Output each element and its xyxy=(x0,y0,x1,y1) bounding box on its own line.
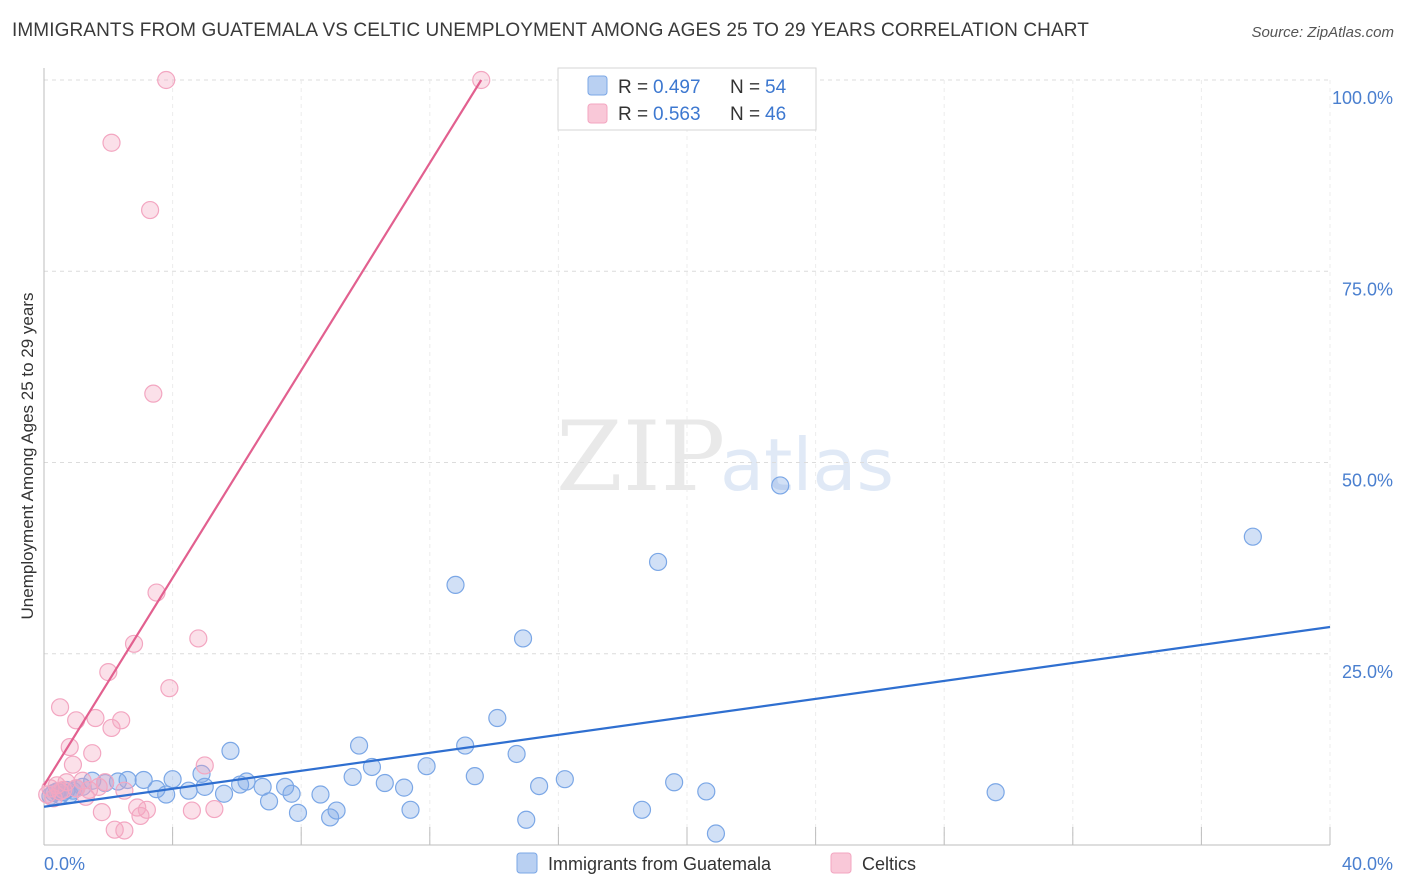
point-celtics xyxy=(112,711,131,730)
series-legend-swatch-guatemala xyxy=(516,852,538,874)
point-celtics xyxy=(157,70,176,90)
x-tick-labels: 0.0% 40.0% xyxy=(44,854,1393,874)
point-celtics xyxy=(105,820,124,839)
point-guatemala xyxy=(288,803,308,822)
point-celtics xyxy=(144,384,163,403)
y-tick-label: 50.0% xyxy=(1342,471,1393,491)
series-legend-swatch-celtics xyxy=(830,852,852,874)
gridlines xyxy=(43,79,1331,845)
point-celtics xyxy=(63,755,83,774)
point-guatemala xyxy=(417,757,436,776)
legend-n-label-celtics: N = xyxy=(730,104,760,125)
point-guatemala xyxy=(488,708,507,728)
point-celtics xyxy=(50,698,70,717)
point-guatemala xyxy=(456,736,475,755)
point-guatemala xyxy=(507,744,526,764)
point-celtics xyxy=(95,773,115,792)
legend-n-value-celtics: 46 xyxy=(765,104,786,125)
point-celtics xyxy=(89,777,108,796)
point-guatemala xyxy=(321,808,340,827)
point-celtics xyxy=(189,629,208,648)
stats-legend: R = 0.497 N = 54 R = 0.563 N = 46 xyxy=(557,67,817,131)
point-celtics xyxy=(67,711,86,730)
point-guatemala xyxy=(465,767,484,786)
point-celtics xyxy=(182,801,201,820)
legend-r-value-celtics: 0.563 xyxy=(653,104,701,125)
point-guatemala xyxy=(276,777,295,796)
point-guatemala xyxy=(349,736,369,755)
point-guatemala xyxy=(401,800,420,819)
point-guatemala xyxy=(530,776,549,796)
point-celtics xyxy=(102,718,121,738)
point-celtics xyxy=(115,821,134,840)
trend-line-celtics xyxy=(43,79,483,786)
point-celtics xyxy=(195,756,214,775)
legend-n-value-guatemala: 54 xyxy=(765,77,787,98)
point-guatemala xyxy=(706,824,726,843)
point-guatemala xyxy=(632,800,652,819)
point-guatemala xyxy=(311,785,330,804)
point-guatemala xyxy=(394,778,414,797)
watermark: ZIP atlas xyxy=(556,401,894,513)
y-tick-label: 100.0% xyxy=(1332,88,1393,108)
point-guatemala xyxy=(134,770,153,790)
point-guatemala xyxy=(555,770,574,789)
point-guatemala xyxy=(771,476,790,495)
watermark-atlas: atlas xyxy=(720,423,894,507)
legend-r-label-celtics: R = xyxy=(618,104,648,125)
point-guatemala xyxy=(375,773,394,793)
legend-r-label-guatemala: R = xyxy=(618,77,648,98)
legend-n-label-guatemala: N = xyxy=(730,77,760,98)
y-tick-label: 25.0% xyxy=(1342,662,1393,682)
trend-line-guatemala xyxy=(43,625,1331,808)
point-guatemala xyxy=(237,772,256,791)
point-celtics xyxy=(92,803,111,822)
point-guatemala xyxy=(221,741,240,761)
trend-lines xyxy=(43,79,1331,808)
source-credit: Source: ZipAtlas.com xyxy=(1251,24,1394,41)
point-guatemala xyxy=(697,782,716,801)
series-legend-label-celtics: Celtics xyxy=(862,854,916,874)
legend-swatch-celtics xyxy=(587,103,608,124)
point-guatemala xyxy=(665,773,684,792)
series-legend: Immigrants from Guatemala Celtics xyxy=(516,852,916,874)
point-celtics xyxy=(83,744,102,763)
point-guatemala xyxy=(343,767,362,787)
point-guatemala xyxy=(1243,527,1262,546)
point-celtics xyxy=(160,679,179,698)
point-celtics xyxy=(57,773,76,792)
point-guatemala xyxy=(362,757,382,777)
y-tick-label: 75.0% xyxy=(1342,279,1393,299)
point-guatemala xyxy=(195,777,214,796)
y-tick-labels: 25.0% 50.0% 75.0% 100.0% xyxy=(1332,88,1393,682)
point-celtics xyxy=(137,800,156,819)
point-celtics xyxy=(205,799,224,819)
point-guatemala xyxy=(648,552,668,572)
point-guatemala xyxy=(214,784,234,803)
point-guatemala xyxy=(163,770,182,789)
point-guatemala xyxy=(513,629,533,648)
legend-r-value-guatemala: 0.497 xyxy=(653,77,701,98)
axes xyxy=(43,68,1331,846)
point-guatemala xyxy=(517,810,536,829)
legend-swatch-guatemala xyxy=(587,75,608,96)
series-legend-label-guatemala: Immigrants from Guatemala xyxy=(548,854,772,874)
watermark-zip: ZIP xyxy=(556,401,725,513)
x-tick-label: 0.0% xyxy=(44,854,85,874)
point-guatemala xyxy=(446,575,465,595)
x-tick-label: 40.0% xyxy=(1342,854,1393,874)
point-guatemala xyxy=(327,801,346,820)
point-celtics xyxy=(140,200,160,220)
chart-title: IMMIGRANTS FROM GUATEMALA VS CELTIC UNEM… xyxy=(12,20,1089,41)
point-guatemala xyxy=(118,770,137,790)
point-celtics xyxy=(102,133,121,152)
point-guatemala xyxy=(986,783,1005,802)
point-guatemala xyxy=(282,784,301,803)
point-guatemala xyxy=(259,792,279,811)
